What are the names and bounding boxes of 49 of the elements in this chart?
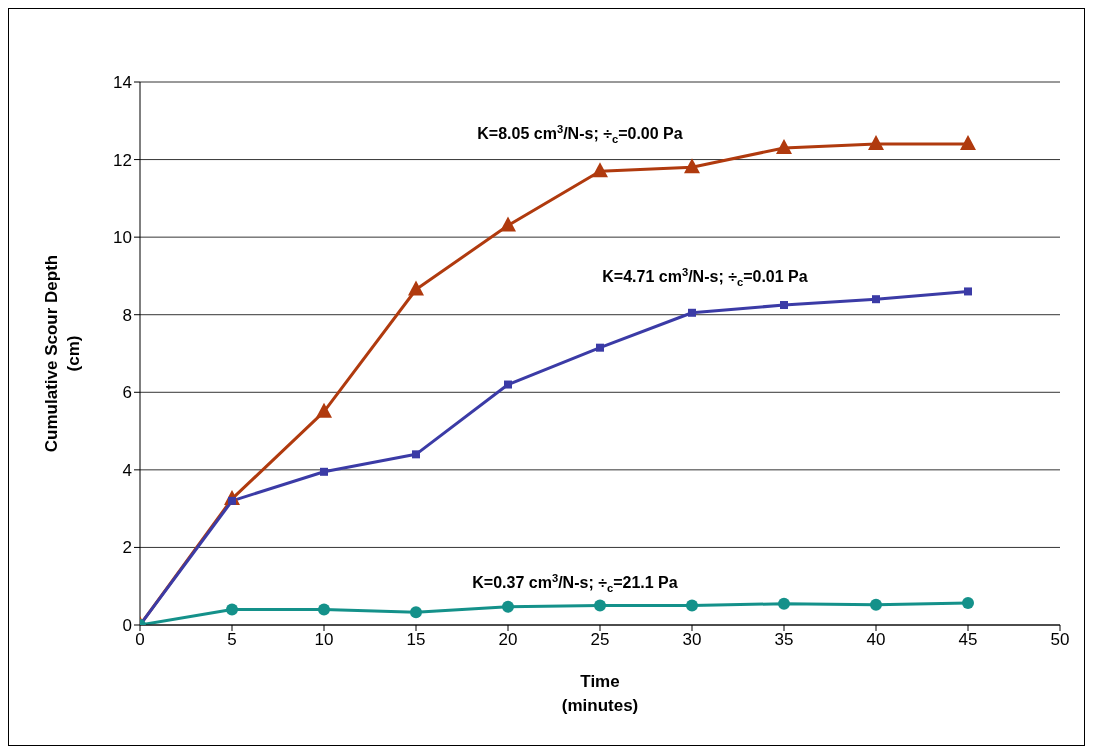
y-tick-label: 14: [113, 73, 132, 93]
point: [684, 158, 700, 174]
y-tick-label: 8: [122, 305, 132, 325]
point: [870, 598, 882, 611]
point: [780, 301, 788, 310]
x-tick-label: 5: [227, 630, 237, 650]
x-tick-label: 10: [314, 630, 334, 650]
series-label: K=4.71 cm$^{3}$/N-s; ÷$_{c}$=0.01 Pa: [602, 266, 808, 288]
point: [592, 162, 608, 178]
x-tick-label: 40: [866, 630, 886, 650]
x-tick-label: 25: [590, 630, 610, 650]
point: [960, 135, 976, 151]
point: [778, 597, 790, 610]
point: [962, 596, 974, 609]
series-label: K=0.37 cm$^{3}$/N-s; ÷$_{c}$=21.1 Pa: [472, 572, 678, 594]
x-axis-title: Time (minutes): [561, 672, 639, 715]
point: [226, 603, 238, 616]
x-tick-label: 50: [1050, 630, 1070, 650]
point: [500, 216, 516, 232]
point: [776, 138, 792, 154]
x-tick-label: 20: [498, 630, 518, 650]
series-label: K=8.05 cm$^{3}$/N-s; ÷$_{c}$=0.00 Pa: [477, 123, 683, 145]
point: [868, 135, 884, 151]
point: [316, 402, 332, 418]
point: [408, 280, 424, 296]
point: [594, 599, 606, 612]
point: [410, 606, 422, 619]
x-tick-label: 15: [406, 630, 426, 650]
y-tick-label: 10: [113, 228, 132, 248]
point: [504, 380, 512, 389]
y-tick-label: 4: [122, 460, 132, 480]
y-tick-label: 2: [122, 538, 132, 558]
y-tick-label: 6: [122, 383, 132, 403]
x-tick-label: 45: [958, 630, 978, 650]
point: [502, 600, 514, 613]
y-axis-title: Cumulative Scour Depth (cm): [42, 254, 83, 453]
x-tick-label: 0: [135, 630, 145, 650]
x-tick-label: 30: [682, 630, 702, 650]
point: [964, 287, 972, 296]
point: [686, 599, 698, 612]
point: [688, 308, 696, 317]
y-tick-label: 12: [113, 150, 132, 170]
y-tick-label: 0: [122, 616, 132, 636]
point: [596, 343, 604, 352]
point: [412, 450, 420, 459]
point: [320, 467, 328, 476]
point: [872, 295, 880, 304]
x-tick-label: 35: [774, 630, 794, 650]
point: [318, 603, 330, 616]
